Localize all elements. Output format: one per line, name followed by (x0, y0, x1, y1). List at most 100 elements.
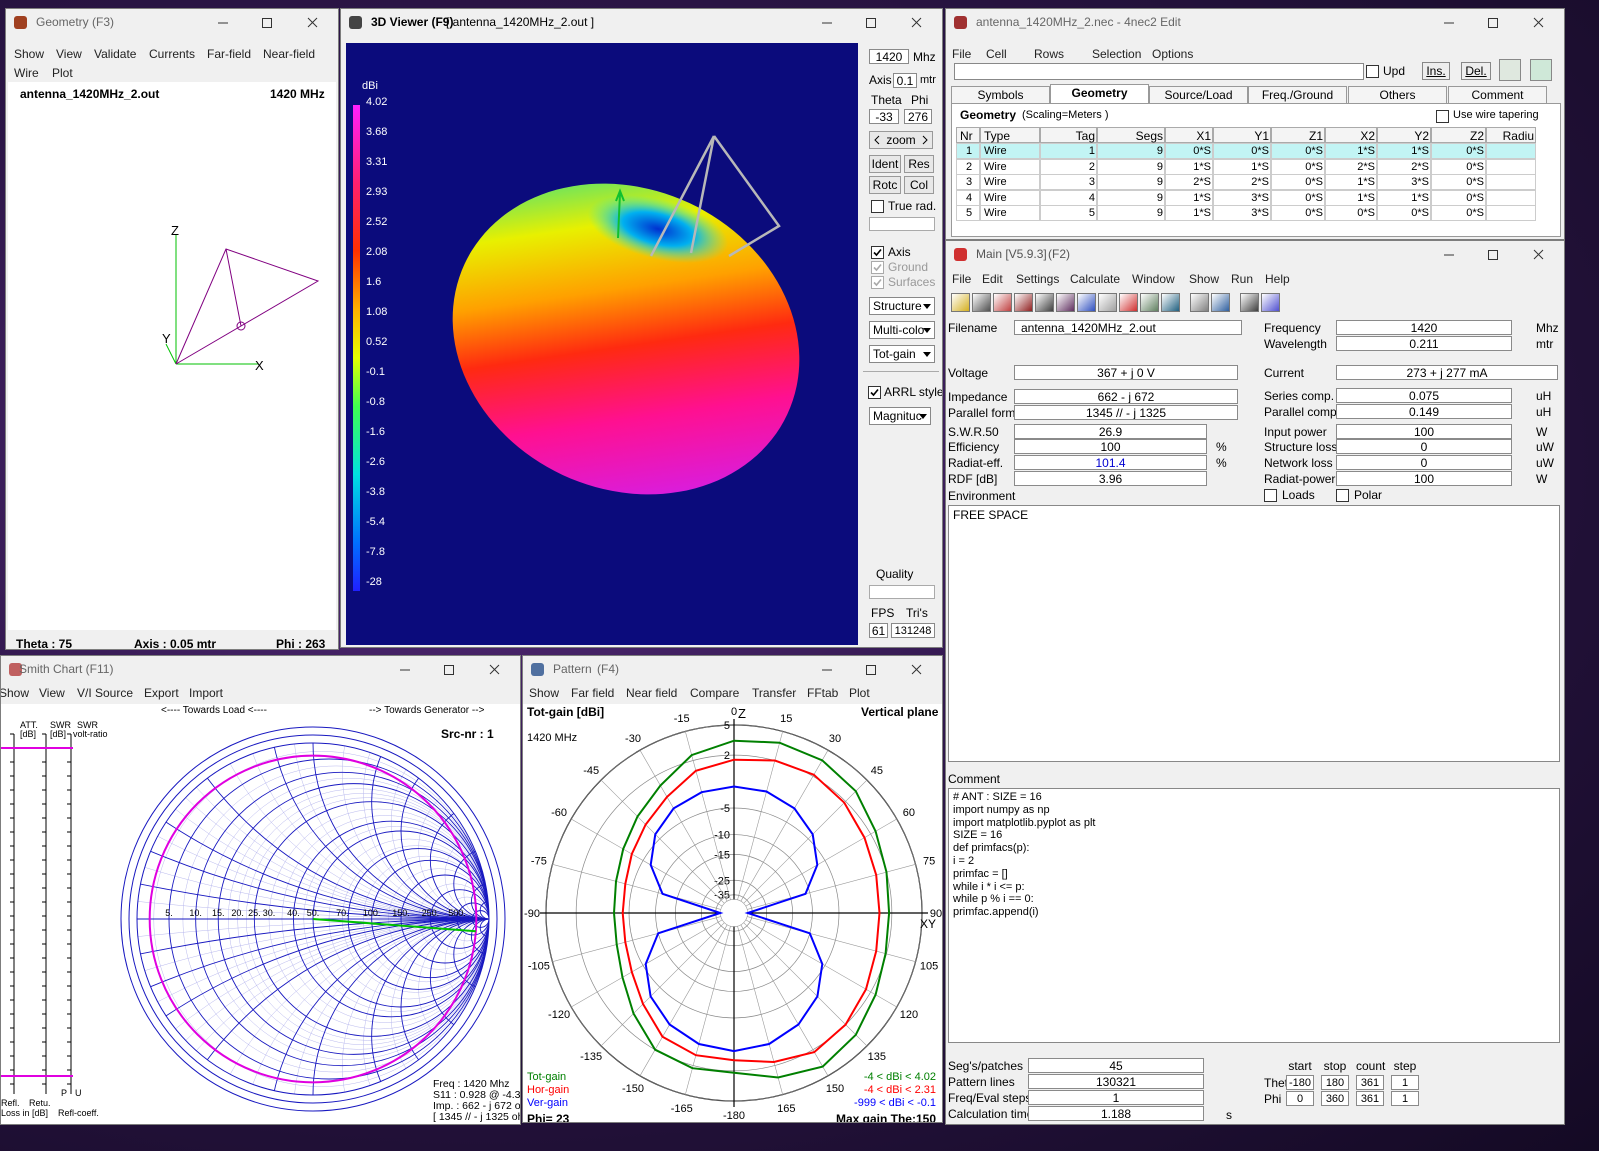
menu-item[interactable]: Currents (149, 47, 196, 61)
toolbar-icon[interactable] (1161, 293, 1180, 312)
comment-line: while p % i == 0: (953, 893, 1034, 906)
tab[interactable]: Freq./Ground (1248, 86, 1347, 103)
menu-item[interactable]: Transfer (752, 686, 797, 700)
menu-item[interactable]: Window (1132, 272, 1175, 286)
toolbar-icon[interactable] (1261, 293, 1280, 312)
close-button[interactable] (307, 17, 318, 28)
menu-item[interactable]: Help (1265, 272, 1290, 286)
slider[interactable] (869, 585, 935, 599)
tool-icon[interactable] (1530, 59, 1552, 81)
menu-item[interactable]: Plot (52, 66, 73, 80)
angle-label: -105 (528, 960, 550, 972)
maximize-button[interactable] (866, 665, 876, 675)
zoom-control[interactable]: zoom (869, 131, 933, 149)
tab[interactable]: Source/Load (1149, 86, 1248, 103)
menu-item[interactable]: V/I Source (77, 686, 134, 700)
menu-item[interactable]: Show (1189, 272, 1220, 286)
r-tick-label: -25 (714, 875, 730, 887)
reactance-arc (400, 743, 489, 920)
menu-item[interactable]: View (39, 686, 65, 700)
menu-item[interactable]: Run (1231, 272, 1254, 286)
maximize-button[interactable] (444, 665, 454, 675)
toolbar-icon[interactable] (1211, 293, 1230, 312)
toolbar-icon[interactable] (1240, 293, 1259, 312)
slider[interactable] (869, 217, 935, 231)
close-button[interactable] (911, 17, 922, 28)
checkbox[interactable] (1264, 489, 1277, 502)
menu-item[interactable]: Compare (690, 686, 740, 700)
menu-item[interactable]: Calculate (1070, 272, 1121, 286)
button[interactable]: Ins. (1422, 62, 1450, 80)
dropdown[interactable]: Magnituc (869, 407, 931, 425)
close-button[interactable] (489, 664, 500, 675)
maximize-button[interactable] (1488, 18, 1498, 28)
toolbar-icon[interactable] (1190, 293, 1209, 312)
menu-item[interactable]: Edit (982, 272, 1003, 286)
toolbar-icon[interactable] (951, 293, 970, 312)
menu-item[interactable]: Settings (1016, 272, 1060, 286)
tab[interactable]: Geometry (1050, 84, 1149, 103)
button[interactable]: Ident (869, 155, 901, 173)
menu-item[interactable]: Show (14, 47, 45, 61)
tab[interactable]: Symbols (951, 86, 1050, 103)
tool-icon[interactable] (1499, 59, 1521, 81)
menu-item[interactable]: Import (189, 686, 224, 700)
toolbar-icon[interactable] (1119, 293, 1138, 312)
button[interactable]: Del. (1461, 62, 1491, 80)
menu-item[interactable]: View (56, 47, 82, 61)
menu-item[interactable]: Near-field (263, 47, 316, 61)
menu-item[interactable]: Cell (986, 47, 1007, 61)
button[interactable]: Res (904, 155, 934, 173)
grid-spoke (745, 818, 897, 907)
menu-item[interactable]: Validate (94, 47, 137, 61)
checkbox[interactable] (1366, 65, 1379, 78)
menu-item[interactable]: File (952, 47, 972, 61)
checkbox[interactable] (871, 276, 884, 289)
maximize-button[interactable] (1488, 250, 1498, 260)
menu-item[interactable]: File (952, 272, 972, 286)
menu-item[interactable]: Far-field (207, 47, 252, 61)
toolbar-icon[interactable] (1140, 293, 1159, 312)
menu-item[interactable]: FFtab (807, 686, 839, 700)
angle-label: -15 (674, 713, 690, 725)
dropdown[interactable]: Tot-gain (869, 345, 935, 363)
menu-item[interactable]: Export (144, 686, 179, 700)
tab[interactable]: Comment (1448, 86, 1547, 103)
maximize-button[interactable] (866, 18, 876, 28)
button[interactable]: Rotc (869, 176, 901, 194)
menu-item[interactable]: Show (0, 686, 30, 700)
dropdown[interactable]: Multi-colo (869, 321, 935, 339)
tab[interactable]: Others (1348, 86, 1447, 103)
toolbar-icon[interactable] (1056, 293, 1075, 312)
close-button[interactable] (1533, 249, 1544, 260)
menu-item[interactable]: Show (529, 686, 560, 700)
checkbox[interactable] (1336, 489, 1349, 502)
menu-item[interactable]: Plot (849, 686, 870, 700)
legend-range: -4 < dBi < 4.02 (863, 1071, 936, 1083)
menu-item[interactable]: Rows (1034, 47, 1065, 61)
dropdown[interactable]: Structure (869, 297, 935, 315)
button[interactable]: Col (904, 176, 934, 194)
checkbox[interactable] (1436, 110, 1449, 123)
close-button[interactable] (1533, 17, 1544, 28)
close-button[interactable] (911, 664, 922, 675)
checkbox[interactable] (868, 386, 881, 399)
toolbar-icon[interactable] (1077, 293, 1096, 312)
checkbox[interactable] (871, 200, 884, 213)
menu-item[interactable]: Wire (14, 66, 39, 80)
maximize-button[interactable] (262, 18, 272, 28)
menu-item[interactable]: Selection (1092, 47, 1142, 61)
checkbox[interactable] (871, 246, 884, 259)
reflection-vector (312, 918, 476, 933)
r-tick-label: -5 (720, 803, 730, 815)
toolbar-icon[interactable] (993, 293, 1012, 312)
toolbar-icon[interactable] (1014, 293, 1033, 312)
toolbar-icon[interactable] (1098, 293, 1117, 312)
toolbar-icon[interactable] (1035, 293, 1054, 312)
checkbox[interactable] (871, 261, 884, 274)
menu-item[interactable]: Near field (626, 686, 678, 700)
menu-item[interactable]: Options (1152, 47, 1194, 61)
table-cell: 9 (1097, 189, 1165, 206)
toolbar-icon[interactable] (972, 293, 991, 312)
menu-item[interactable]: Far field (571, 686, 615, 700)
